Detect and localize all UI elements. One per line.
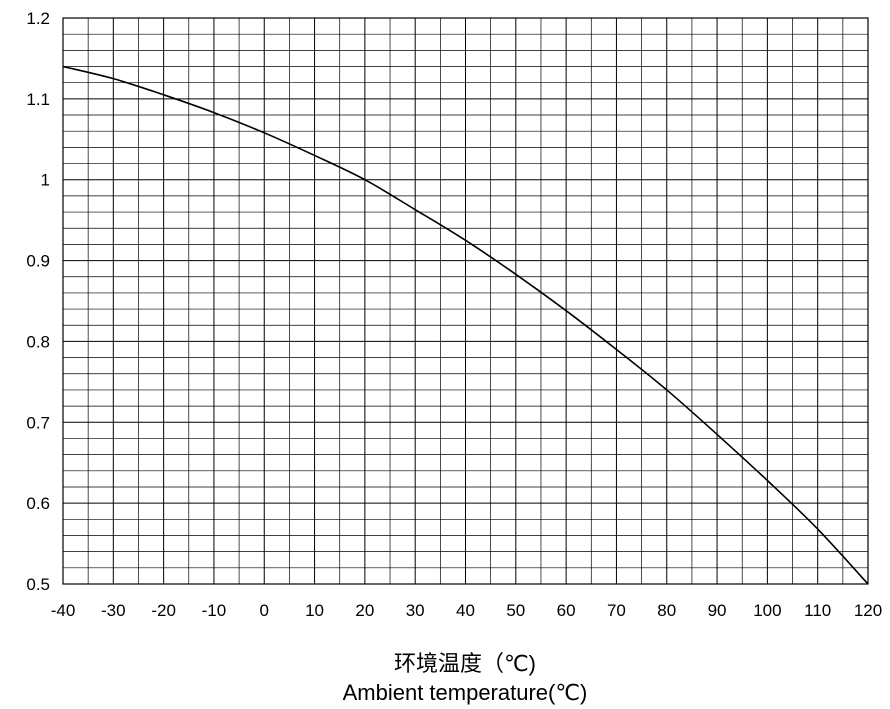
plot-frame: [62, 17, 869, 585]
y-tick-label: 0.6: [26, 494, 50, 513]
x-tick-label: -30: [101, 601, 126, 620]
x-axis-label-english: Ambient temperature(℃): [342, 680, 588, 705]
y-tick-label: 0.9: [26, 252, 50, 271]
major-gridlines: [63, 18, 868, 584]
x-tick-label: 120: [854, 601, 882, 620]
x-tick-label: 10: [305, 601, 324, 620]
x-tick-label: 60: [557, 601, 576, 620]
series-line: [62, 65, 869, 585]
x-axis-label: 环境温度（℃): [393, 651, 537, 676]
line-chart: 0.5 0.6 0.7 0.8 0.9 1 1.1 1.2 -40 -30 -20 -10 0 10 20…: [26, 9, 882, 620]
x-tick-label: -10: [202, 601, 227, 620]
y-tick-label: 1.2: [26, 9, 50, 28]
y-tick-label: 0.5: [26, 575, 50, 594]
x-tick-label: 0: [260, 601, 269, 620]
x-tick-label: 20: [355, 601, 374, 620]
x-tick-label: 90: [708, 601, 727, 620]
x-tick-label: -40: [51, 601, 76, 620]
y-tick-label: 1.1: [26, 90, 50, 109]
x-tick-label: 100: [753, 601, 781, 620]
x-tick-label: 40: [456, 601, 475, 620]
x-tick-label: 30: [406, 601, 425, 620]
y-tick-label: 1: [41, 171, 50, 190]
x-tick-label: 50: [506, 601, 525, 620]
x-tick-label: 70: [607, 601, 626, 620]
x-tick-label: 80: [657, 601, 676, 620]
series-layer: [62, 65, 869, 585]
x-tick-label: -20: [151, 601, 176, 620]
y-tick-label: 0.8: [26, 332, 50, 351]
y-tick-label: 0.7: [26, 413, 50, 432]
x-axis-tick-labels: -40 -30 -20 -10 0 10 20 30 40 50 60 70 80 90 100 110 120: [51, 601, 882, 620]
x-tick-label: 110: [804, 601, 831, 620]
y-axis-tick-labels: 0.5 0.6 0.7 0.8 0.9 1 1.1 1.2: [26, 9, 50, 594]
